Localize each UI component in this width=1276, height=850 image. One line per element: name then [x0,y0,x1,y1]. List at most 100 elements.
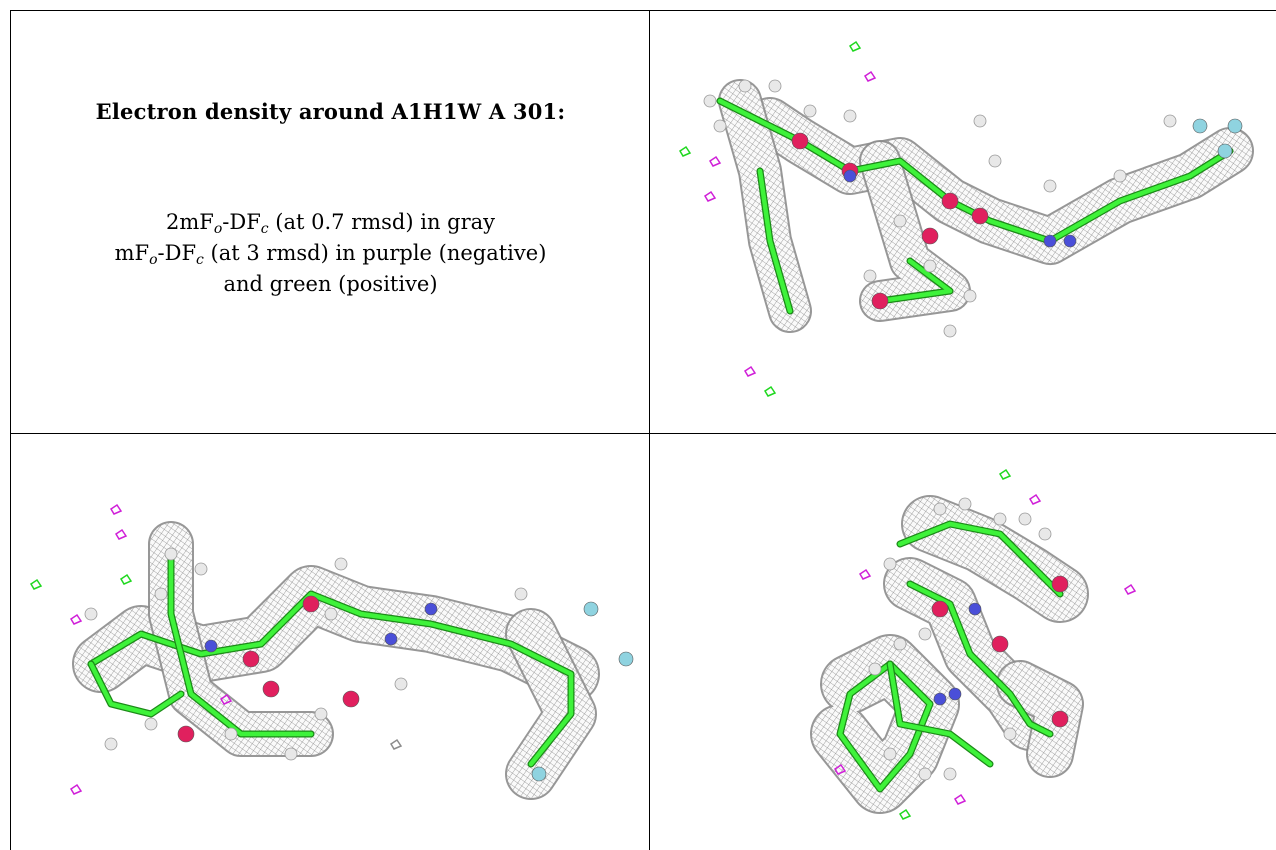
bond [168,551,314,737]
difference-density-blob [858,568,872,580]
hydrogen-atom [713,119,727,133]
hydrogen-atom [963,289,977,303]
difference-density-blob [863,70,877,82]
hydrogen-atom [703,94,717,108]
density-figure-table: Electron density around A1H1W A 301: 2mF… [10,10,1276,850]
atom [177,725,195,743]
hydrogen-atom [918,627,932,641]
hydrogen-atom [893,214,907,228]
hydrogen-atom [868,662,882,676]
hydrogen-atom [958,497,972,511]
atom [1063,234,1077,248]
atom [342,690,360,708]
table-divider-horizontal [10,433,1276,434]
hydrogen-atom [883,747,897,761]
difference-density-blob [1028,493,1042,505]
hydrogen-atom [144,717,158,731]
difference-density-blob [833,763,847,775]
atom [948,687,962,701]
atom [1192,118,1208,134]
atom [1043,234,1057,248]
density-render-2 [29,503,634,800]
atom [262,680,280,698]
difference-density-blob [109,503,123,515]
difference-density-blob [998,468,1012,480]
hydrogen-atom [883,557,897,571]
atom [871,292,889,310]
hydrogen-atom [1018,512,1032,526]
bond [897,521,1063,597]
difference-density-blob [953,793,967,805]
hydrogen-atom [1038,527,1052,541]
atom [971,207,989,225]
hydrogen-atom [394,677,408,691]
hydrogen-atom [803,104,817,118]
hydrogen-atom [1163,114,1177,128]
difference-density-blob [119,573,133,585]
atom [991,635,1009,653]
atom [941,192,959,210]
atom [424,602,438,616]
hydrogen-atom [1113,169,1127,183]
difference-density-blob [1123,583,1137,595]
difference-density-blob [763,385,777,397]
hydrogen-atom [973,114,987,128]
caption-line-fo-fc: mFo-DFc (at 3 rmsd) in purple (negative) [114,241,547,268]
atom [791,132,809,150]
molecule-view-top-right [650,11,1276,433]
bond [757,168,793,314]
hydrogen-atom [843,109,857,123]
hydrogen-atom [284,747,298,761]
difference-density-blob [69,783,83,795]
atom [921,227,939,245]
atom [618,651,634,667]
atom [931,600,949,618]
hydrogen-atom [1003,727,1017,741]
bond [887,661,993,767]
atom [583,601,599,617]
hydrogen-atom [923,259,937,273]
hydrogen-atom [194,562,208,576]
atom [302,595,320,613]
density-mesh [998,662,1082,776]
hydrogen-atom [993,512,1007,526]
hydrogen-atom [224,727,238,741]
table-divider-vertical [649,10,650,850]
hydrogen-atom [154,587,168,601]
density-mesh [903,497,1087,621]
difference-density-blob [114,528,128,540]
figure-caption: 2mFo-DFc (at 0.7 rmsd) in gray mFo-DFc (… [11,207,649,300]
hydrogen-atom [918,767,932,781]
difference-density-blob [69,613,83,625]
hydrogen-atom [514,587,528,601]
atom [1051,710,1069,728]
caption-line-2fo-fc: 2mFo-DFc (at 0.7 rmsd) in gray [165,210,496,237]
figure-title: Electron density around A1H1W A 301: [95,99,566,124]
molecule-view-bottom-left [11,434,649,850]
hydrogen-atom [1043,179,1057,193]
bond [88,661,184,717]
bond [907,581,1053,737]
caption-cell: Electron density around A1H1W A 301: 2mF… [11,11,649,433]
atom [1217,143,1233,159]
atom [531,766,547,782]
hydrogen-atom [863,269,877,283]
hydrogen-atom [738,79,752,93]
table-border-left [10,10,11,850]
difference-density-blob [389,738,403,750]
difference-density-blob [898,808,912,820]
density-render-1 [678,40,1254,397]
hydrogen-atom [943,767,957,781]
table-border-top [10,10,1276,11]
hydrogen-atom [334,557,348,571]
difference-density-blob [703,190,717,202]
difference-density-blob [29,578,43,590]
difference-density-blob [743,365,757,377]
molecule-view-bottom-right [650,434,1276,850]
caption-line-colors: and green (positive) [223,272,438,296]
hydrogen-atom [164,547,178,561]
difference-density-blob [848,40,862,52]
bond [877,258,953,304]
atom [242,650,260,668]
hydrogen-atom [943,324,957,338]
